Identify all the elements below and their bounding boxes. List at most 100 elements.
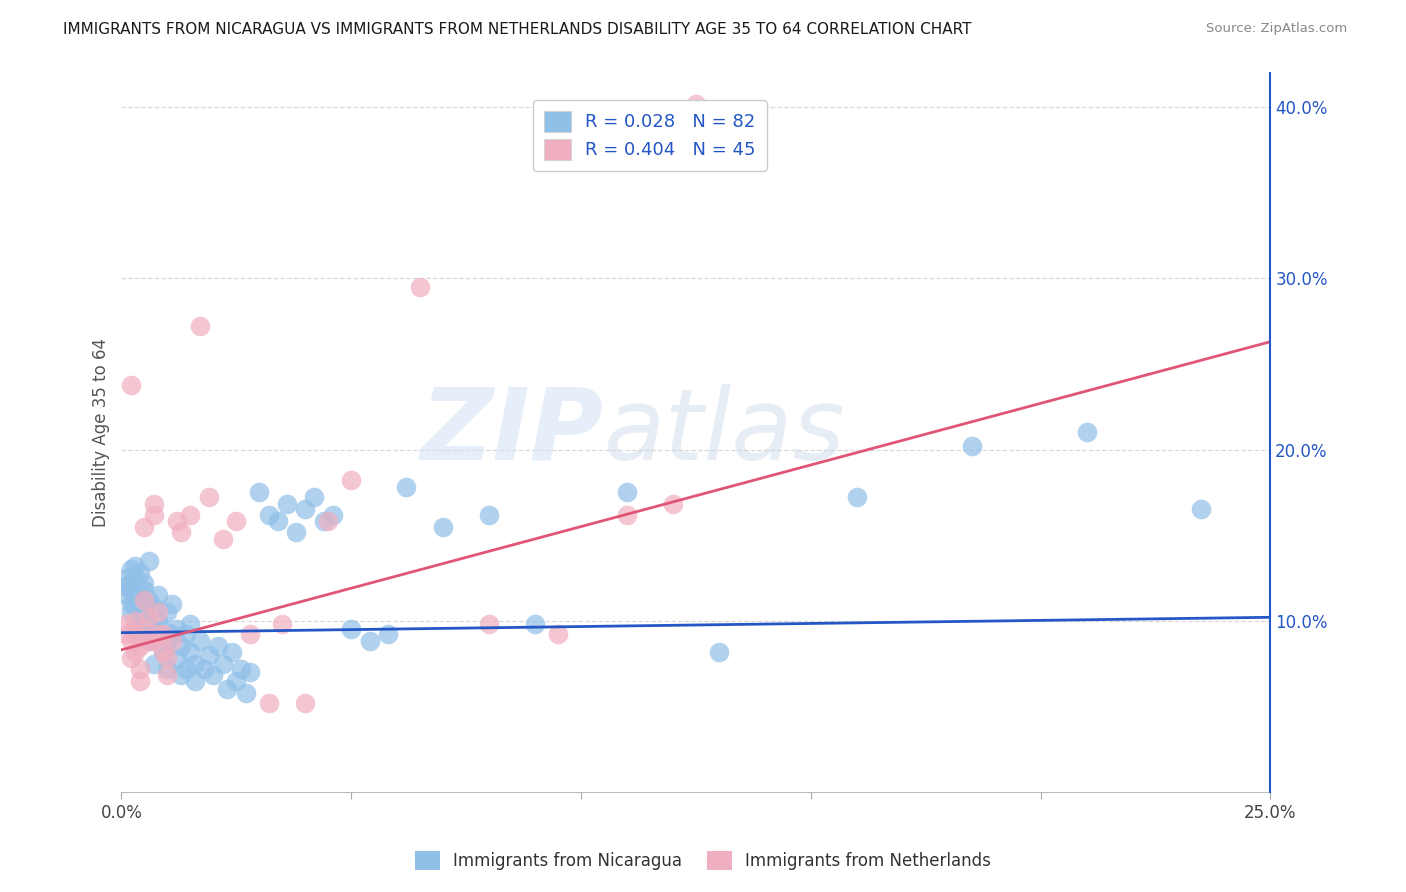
- Point: [304, 491, 326, 505]
- Point: [478, 508, 501, 522]
- Point: [340, 474, 363, 488]
- Point: [128, 631, 150, 645]
- Point: [225, 515, 247, 529]
- Point: [340, 622, 363, 636]
- Point: [124, 558, 146, 573]
- Point: [124, 571, 146, 585]
- Point: [524, 617, 547, 632]
- Point: [184, 673, 207, 688]
- Point: [170, 524, 193, 539]
- Point: [239, 627, 262, 641]
- Point: [197, 491, 219, 505]
- Point: [166, 622, 188, 636]
- Point: [294, 696, 316, 710]
- Point: [156, 651, 179, 665]
- Point: [152, 627, 174, 641]
- Point: [432, 519, 454, 533]
- Point: [124, 627, 146, 641]
- Point: [148, 627, 170, 641]
- Point: [285, 524, 308, 539]
- Point: [616, 485, 638, 500]
- Point: [120, 605, 142, 619]
- Point: [152, 622, 174, 636]
- Point: [1076, 425, 1098, 440]
- Point: [202, 668, 225, 682]
- Point: [142, 508, 165, 522]
- Point: [316, 515, 339, 529]
- Point: [124, 600, 146, 615]
- Point: [128, 662, 150, 676]
- Legend: R = 0.028   N = 82, R = 0.404   N = 45: R = 0.028 N = 82, R = 0.404 N = 45: [533, 100, 766, 170]
- Point: [134, 519, 156, 533]
- Point: [115, 579, 138, 593]
- Point: [166, 651, 188, 665]
- Point: [142, 657, 165, 671]
- Point: [160, 627, 183, 641]
- Point: [322, 508, 344, 522]
- Point: [174, 627, 197, 641]
- Point: [547, 627, 569, 641]
- Point: [662, 497, 685, 511]
- Point: [148, 605, 170, 619]
- Point: [359, 634, 381, 648]
- Point: [138, 593, 160, 607]
- Point: [120, 651, 142, 665]
- Point: [221, 644, 243, 658]
- Point: [115, 571, 138, 585]
- Point: [134, 621, 156, 635]
- Point: [179, 617, 201, 632]
- Point: [128, 673, 150, 688]
- Point: [120, 576, 142, 591]
- Point: [179, 644, 201, 658]
- Point: [217, 682, 239, 697]
- Text: IMMIGRANTS FROM NICARAGUA VS IMMIGRANTS FROM NETHERLANDS DISABILITY AGE 35 TO 64: IMMIGRANTS FROM NICARAGUA VS IMMIGRANTS …: [63, 22, 972, 37]
- Text: atlas: atlas: [605, 384, 845, 481]
- Point: [124, 644, 146, 658]
- Point: [134, 605, 156, 619]
- Point: [128, 566, 150, 580]
- Point: [239, 665, 262, 679]
- Point: [115, 627, 138, 641]
- Point: [197, 648, 219, 662]
- Point: [142, 634, 165, 648]
- Point: [267, 515, 290, 529]
- Point: [174, 662, 197, 676]
- Point: [235, 685, 257, 699]
- Point: [207, 640, 229, 654]
- Point: [120, 377, 142, 392]
- Point: [707, 644, 730, 658]
- Point: [685, 96, 707, 111]
- Point: [120, 634, 142, 648]
- Point: [1191, 502, 1213, 516]
- Point: [179, 508, 201, 522]
- Point: [312, 515, 335, 529]
- Point: [257, 696, 280, 710]
- Point: [138, 634, 160, 648]
- Point: [257, 508, 280, 522]
- Point: [170, 640, 193, 654]
- Point: [211, 657, 233, 671]
- Point: [128, 640, 150, 654]
- Point: [271, 617, 294, 632]
- Point: [211, 532, 233, 546]
- Point: [184, 657, 207, 671]
- Point: [409, 280, 432, 294]
- Point: [193, 662, 215, 676]
- Point: [225, 673, 247, 688]
- Point: [152, 644, 174, 658]
- Point: [294, 502, 316, 516]
- Point: [148, 588, 170, 602]
- Point: [160, 597, 183, 611]
- Y-axis label: Disability Age 35 to 64: Disability Age 35 to 64: [93, 338, 110, 527]
- Point: [148, 634, 170, 648]
- Point: [134, 576, 156, 591]
- Point: [128, 588, 150, 602]
- Point: [166, 515, 188, 529]
- Point: [115, 588, 138, 602]
- Point: [960, 439, 983, 453]
- Point: [124, 622, 146, 636]
- Point: [188, 634, 211, 648]
- Point: [138, 610, 160, 624]
- Point: [156, 634, 179, 648]
- Point: [229, 662, 252, 676]
